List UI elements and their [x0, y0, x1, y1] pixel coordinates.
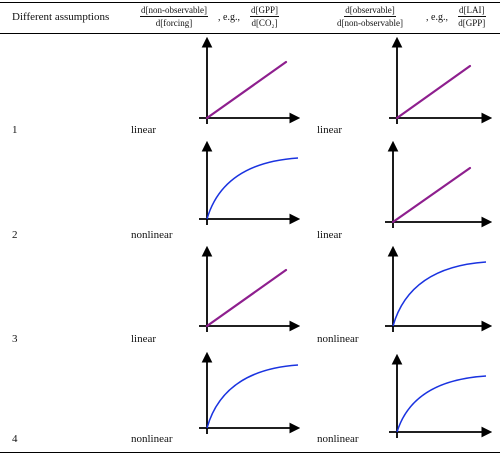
nonlinear-response-curve	[396, 375, 487, 433]
row-4-number: 4	[12, 433, 18, 445]
plot-row-2-second	[385, 140, 493, 228]
row-2-first-assumption: nonlinear	[131, 229, 173, 241]
header-second-example-fraction: d[LAI] d[GPP]	[458, 5, 486, 28]
linear-response-line	[395, 64, 472, 120]
row-4-second-assumption: nonlinear	[317, 433, 359, 445]
row-4-first-assumption: nonlinear	[131, 433, 173, 445]
linear-response-line	[205, 268, 288, 328]
header-rule	[0, 33, 500, 34]
plot-row-4-second	[389, 353, 493, 438]
plot-row-2-first	[199, 140, 301, 225]
header-second-derivative: d[observable] d[non-observable] , e.g., …	[337, 5, 497, 31]
nonlinear-response-curve	[206, 364, 299, 429]
header-different-assumptions: Different assumptions	[12, 11, 110, 23]
linear-response-line	[391, 166, 472, 224]
plot-row-3-first	[199, 245, 301, 332]
row-3-second-assumption: nonlinear	[317, 333, 359, 345]
row-2-number: 2	[12, 229, 18, 241]
plot-row-3-second	[385, 245, 493, 332]
row-1-second-assumption: linear	[317, 124, 343, 136]
row-3-number: 3	[12, 333, 18, 345]
row-3-first-assumption: linear	[131, 333, 157, 345]
nonlinear-response-curve	[392, 261, 487, 327]
header-first-derivative: d[non-observable] d[forcing] , e.g., d[G…	[140, 5, 290, 31]
row-2-second-assumption: linear	[317, 229, 343, 241]
header-first-eg: , e.g.,	[218, 12, 240, 23]
plot-row-1-first	[199, 36, 301, 124]
header-first-example-fraction: d[GPP] d[CO₂]	[250, 5, 280, 28]
row-1-first-assumption: linear	[131, 124, 157, 136]
plot-row-4-first	[199, 351, 301, 434]
header-first-fraction: d[non-observable] d[forcing]	[140, 5, 208, 28]
bottom-rule	[0, 452, 500, 453]
nonlinear-response-curve	[206, 157, 299, 220]
row-1-number: 1	[12, 124, 18, 136]
plot-row-1-second	[389, 36, 493, 124]
top-rule	[0, 2, 500, 3]
linear-response-line	[205, 60, 288, 120]
header-second-fraction: d[observable] d[non-observable]	[337, 5, 403, 28]
header-second-eg: , e.g.,	[426, 12, 448, 23]
